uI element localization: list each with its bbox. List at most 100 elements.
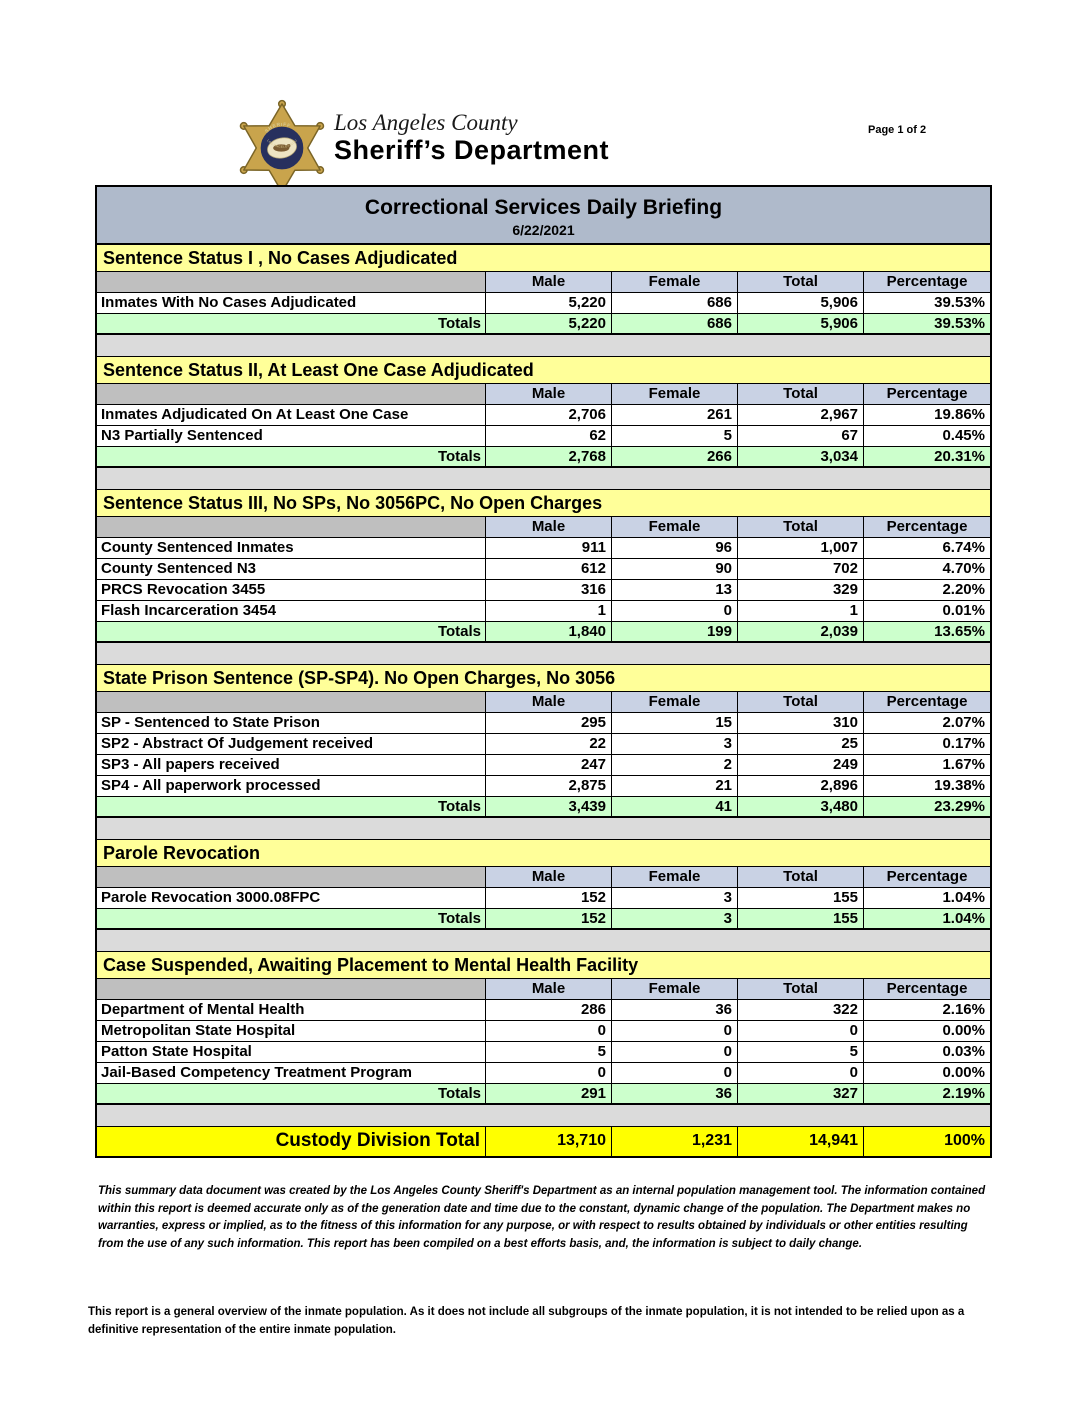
cell-percentage: 39.53% [863, 293, 990, 314]
cell-total: 322 [737, 1000, 863, 1021]
totals-label: Totals [97, 1084, 485, 1105]
cell-percentage: 1.67% [863, 755, 990, 776]
section-rows: SP - Sentenced to State Prison 295 15 310 2.… [97, 713, 990, 797]
section-title: Sentence Status III, No SPs, No 3056PC, … [97, 490, 990, 517]
cell-total: 2,967 [737, 405, 863, 426]
cell-male: 286 [485, 1000, 611, 1021]
report-section: Case Suspended, Awaiting Placement to Me… [97, 952, 990, 1127]
totals-female: 3 [611, 909, 737, 930]
cell-female: 36 [611, 1000, 737, 1021]
column-header-row: Male Female Total Percentage [97, 517, 990, 538]
totals-female: 686 [611, 314, 737, 335]
custody-total-label: Custody Division Total [97, 1127, 485, 1156]
report-section: Sentence Status II, At Least One Case Ad… [97, 357, 990, 490]
totals-label: Totals [97, 447, 485, 468]
sheriff-badge-icon: SHERIFF LOS ANGELES COUNTY [234, 98, 325, 197]
report-section: Sentence Status I , No Cases Adjudicated… [97, 245, 990, 357]
section-spacer [97, 335, 990, 357]
table-row: Inmates Adjudicated On At Least One Case… [97, 405, 990, 426]
row-label: Inmates Adjudicated On At Least One Case [97, 405, 485, 426]
column-header-percentage: Percentage [863, 272, 990, 293]
cell-total: 155 [737, 888, 863, 909]
row-label-header-spacer [97, 692, 485, 713]
cell-female: 2 [611, 755, 737, 776]
section-spacer [97, 1105, 990, 1127]
cell-female: 0 [611, 1042, 737, 1063]
table-row: Parole Revocation 3000.08FPC 152 3 155 1.04% [97, 888, 990, 909]
row-label: Parole Revocation 3000.08FPC [97, 888, 485, 909]
totals-total: 155 [737, 909, 863, 930]
cell-female: 13 [611, 580, 737, 601]
column-header-percentage: Percentage [863, 979, 990, 1000]
row-label: Metropolitan State Hospital [97, 1021, 485, 1042]
cell-male: 152 [485, 888, 611, 909]
page-indicator: Page 1 of 2 [868, 124, 927, 136]
cell-male: 247 [485, 755, 611, 776]
column-header-row: Male Female Total Percentage [97, 692, 990, 713]
cell-percentage: 1.04% [863, 888, 990, 909]
totals-male: 5,220 [485, 314, 611, 335]
totals-total: 5,906 [737, 314, 863, 335]
section-title: Case Suspended, Awaiting Placement to Me… [97, 952, 990, 979]
column-header-row: Male Female Total Percentage [97, 384, 990, 405]
cell-percentage: 4.70% [863, 559, 990, 580]
column-header-total: Total [737, 384, 863, 405]
row-label: SP2 - Abstract Of Judgement received [97, 734, 485, 755]
report-section: State Prison Sentence (SP-SP4). No Open … [97, 665, 990, 840]
totals-male: 291 [485, 1084, 611, 1105]
totals-percentage: 1.04% [863, 909, 990, 930]
cell-percentage: 2.07% [863, 713, 990, 734]
row-label-header-spacer [97, 384, 485, 405]
column-header-row: Male Female Total Percentage [97, 867, 990, 888]
totals-row: Totals 5,220 686 5,906 39.53% [97, 314, 990, 335]
row-label-header-spacer [97, 867, 485, 888]
document-date: 6/22/2021 [512, 222, 575, 238]
cell-percentage: 0.00% [863, 1063, 990, 1084]
column-header-row: Male Female Total Percentage [97, 979, 990, 1000]
section-rows: Department of Mental Health 286 36 322 2.16%… [97, 1000, 990, 1084]
cell-male: 612 [485, 559, 611, 580]
cell-female: 90 [611, 559, 737, 580]
totals-label: Totals [97, 314, 485, 335]
row-label: Inmates With No Cases Adjudicated [97, 293, 485, 314]
cell-total: 329 [737, 580, 863, 601]
column-header-male: Male [485, 517, 611, 538]
cell-percentage: 0.01% [863, 601, 990, 622]
row-label: SP3 - All papers received [97, 755, 485, 776]
row-label: PRCS Revocation 3455 [97, 580, 485, 601]
totals-male: 2,768 [485, 447, 611, 468]
cell-total: 25 [737, 734, 863, 755]
totals-row: Totals 3,439 41 3,480 23.29% [97, 797, 990, 818]
cell-male: 62 [485, 426, 611, 447]
cell-female: 686 [611, 293, 737, 314]
column-header-total: Total [737, 867, 863, 888]
cell-percentage: 19.38% [863, 776, 990, 797]
cell-percentage: 2.16% [863, 1000, 990, 1021]
bear-emblem-icon [273, 144, 290, 152]
column-header-female: Female [611, 384, 737, 405]
totals-male: 152 [485, 909, 611, 930]
totals-total: 3,480 [737, 797, 863, 818]
row-label: County Sentenced N3 [97, 559, 485, 580]
cell-female: 15 [611, 713, 737, 734]
cell-total: 702 [737, 559, 863, 580]
column-header-percentage: Percentage [863, 517, 990, 538]
totals-percentage: 23.29% [863, 797, 990, 818]
column-header-female: Female [611, 979, 737, 1000]
custody-division-total-row: Custody Division Total 13,710 1,231 14,9… [97, 1127, 990, 1156]
section-spacer [97, 930, 990, 952]
totals-label: Totals [97, 909, 485, 930]
row-label: Flash Incarceration 3454 [97, 601, 485, 622]
cell-female: 0 [611, 1063, 737, 1084]
disclaimer-text: This summary data document was created b… [98, 1185, 986, 1250]
section-rows: Inmates With No Cases Adjudicated 5,220 68… [97, 293, 990, 314]
column-header-female: Female [611, 272, 737, 293]
totals-total: 2,039 [737, 622, 863, 643]
table-row: Patton State Hospital 5 0 5 0.03% [97, 1042, 990, 1063]
totals-percentage: 2.19% [863, 1084, 990, 1105]
column-header-male: Male [485, 979, 611, 1000]
totals-row: Totals 291 36 327 2.19% [97, 1084, 990, 1105]
row-label-header-spacer [97, 517, 485, 538]
table-row: SP3 - All papers received 247 2 249 1.67% [97, 755, 990, 776]
